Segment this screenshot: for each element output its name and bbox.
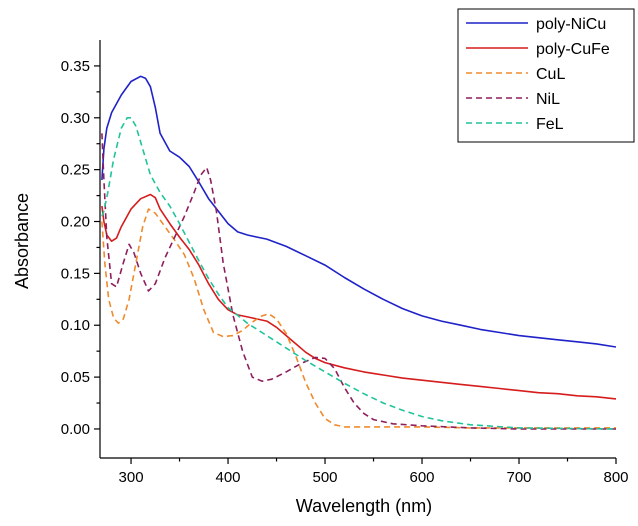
y-tick-label: 0.25 (61, 162, 90, 179)
y-tick-label: 0.20 (61, 214, 90, 231)
y-tick-label: 0.35 (61, 58, 90, 75)
x-tick-label: 400 (216, 469, 241, 486)
legend-label: NiL (536, 91, 560, 108)
series-line-fel (101, 117, 616, 430)
legend-label: poly-CuFe (536, 41, 610, 58)
series-line-cul (101, 208, 616, 429)
legend-box (457, 8, 635, 143)
x-tick-label: 300 (119, 469, 144, 486)
series-layer (101, 75, 616, 430)
x-tick-label: 700 (506, 469, 531, 486)
y-tick-label: 0.30 (61, 110, 90, 127)
y-tick-label: 0.10 (61, 317, 90, 334)
x-tick-label: 800 (603, 469, 628, 486)
legend-label: CuL (536, 66, 565, 83)
x-tick-label: 500 (313, 469, 338, 486)
y-tick-label: 0.15 (61, 265, 90, 282)
legend-label: FeL (536, 116, 564, 133)
axes-layer: 300 400 500 600 700 800 0.00 0.05 0.10 0.15 0.20 0.… (61, 40, 629, 486)
series-line-poly-cufe (101, 193, 616, 400)
y-tick-label: 0.00 (61, 421, 90, 438)
y-tick-label: 0.05 (61, 369, 90, 386)
series-line-poly-nicu (101, 75, 616, 348)
legend: poly-NiCu poly-CuFe CuL NiL FeL (457, 8, 635, 143)
y-axis-title: Absorbance (12, 193, 32, 289)
x-axis-title: Wavelength (nm) (296, 496, 432, 516)
series-line-nil (101, 133, 616, 430)
x-tick-label: 600 (409, 469, 434, 486)
legend-label: poly-NiCu (536, 16, 606, 33)
